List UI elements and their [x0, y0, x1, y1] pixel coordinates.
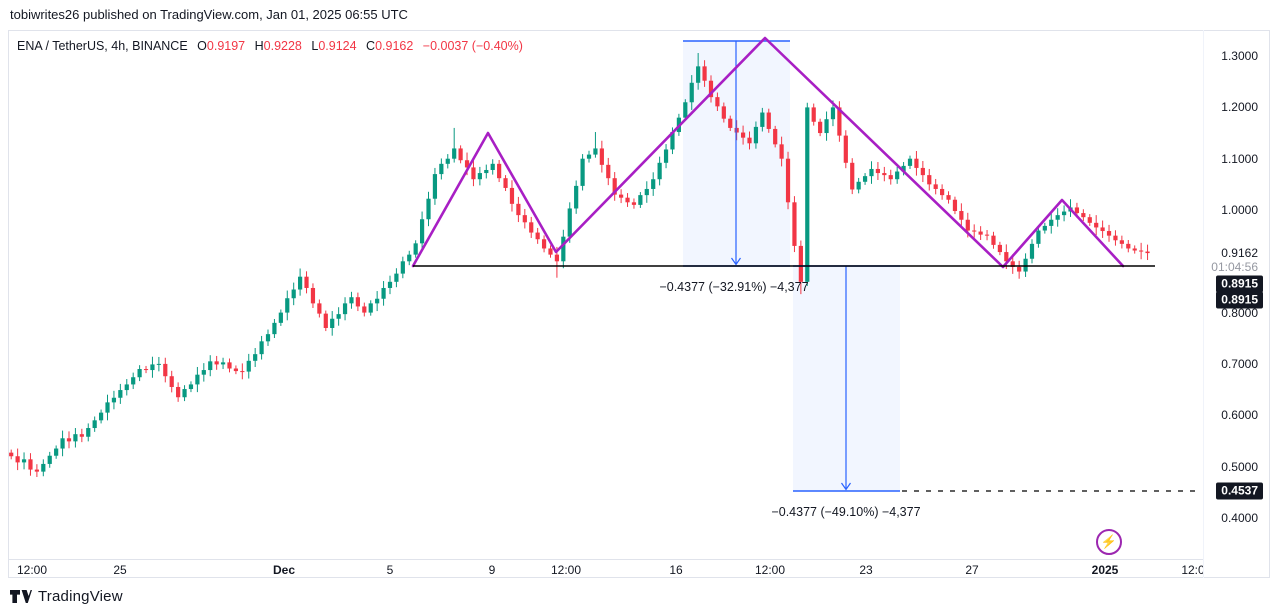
- ohlc-low: L0.9124: [311, 39, 357, 53]
- price-badge-0.8915-1: 0.8915: [1216, 291, 1263, 309]
- symbol-legend[interactable]: ENA / TetherUS, 4h, BINANCE O0.9197 H0.9…: [17, 39, 529, 53]
- time-tick-12:00: 12:00: [16, 563, 48, 577]
- price-tick-0.5000: 0.5000: [1221, 459, 1258, 474]
- current-price-label: 0.9162: [1221, 245, 1258, 260]
- time-tick-27: 27: [965, 563, 979, 577]
- lightning-glyph: ⚡: [1100, 534, 1118, 549]
- price-tick-1.2000: 1.2000: [1221, 100, 1258, 115]
- trend-pattern-drawing[interactable]: [411, 36, 1125, 269]
- chart-card[interactable]: [8, 30, 1270, 578]
- time-tick-16: 16: [669, 563, 683, 577]
- attribution-text: tobiwrites26 published on TradingView.co…: [10, 7, 408, 22]
- symbol-title: ENA / TetherUS, 4h, BINANCE: [17, 39, 188, 53]
- price-badge-0.8915-0: 0.8915: [1216, 275, 1263, 293]
- time-tick-Dec: Dec: [272, 563, 296, 577]
- time-tick-2025: 2025: [1091, 563, 1119, 577]
- price-axis-separator: [1203, 30, 1204, 578]
- ohlc-open: O0.9197: [197, 39, 246, 53]
- time-tick-5: 5: [386, 563, 394, 577]
- time-tick-12:0: 12:0: [1181, 563, 1203, 577]
- measure-label-1: −0.4377 (−32.91%) −4,377: [659, 280, 809, 294]
- time-tick-9: 9: [488, 563, 496, 577]
- price-tick-0.8000: 0.8000: [1221, 305, 1258, 320]
- price-tick-0.4000: 0.4000: [1221, 510, 1258, 525]
- price-badge-0.4537-2: 0.4537: [1216, 482, 1263, 500]
- price-tick-0.7000: 0.7000: [1221, 356, 1258, 371]
- tradingview-logo-icon: [10, 590, 32, 603]
- price-tick-1.0000: 1.0000: [1221, 203, 1258, 217]
- measure-label-2: −0.4377 (−49.10%) −4,377: [771, 505, 921, 519]
- bar-countdown: 01:04:56: [1211, 259, 1258, 274]
- tradingview-footer[interactable]: TradingView: [10, 588, 123, 605]
- ohlc-close: C0.9162: [366, 39, 414, 53]
- change-value: −0.0037 (−0.40%): [422, 39, 523, 53]
- time-axis[interactable]: 12:00 25 Dec 5 9 12:00 16 12:00 23 27 2025 12:0: [8, 559, 1203, 578]
- price-tick-1.3000: 1.3000: [1221, 49, 1258, 64]
- price-tick-0.6000: 0.6000: [1221, 408, 1258, 423]
- time-tick-23: 23: [859, 563, 873, 577]
- time-tick-12:00: 12:00: [550, 563, 582, 577]
- lightning-icon[interactable]: ⚡: [1096, 529, 1122, 555]
- time-tick-25: 25: [113, 563, 127, 577]
- price-tick-1.1000: 1.1000: [1221, 151, 1258, 166]
- tradingview-brand-text: TradingView: [38, 588, 123, 605]
- ohlc-high: H0.9228: [254, 39, 302, 53]
- price-axis[interactable]: 1.3000 1.2000 1.1000 1.0000 0.8000 0.7000 0.60…: [1203, 30, 1270, 560]
- time-tick-12:00: 12:00: [754, 563, 786, 577]
